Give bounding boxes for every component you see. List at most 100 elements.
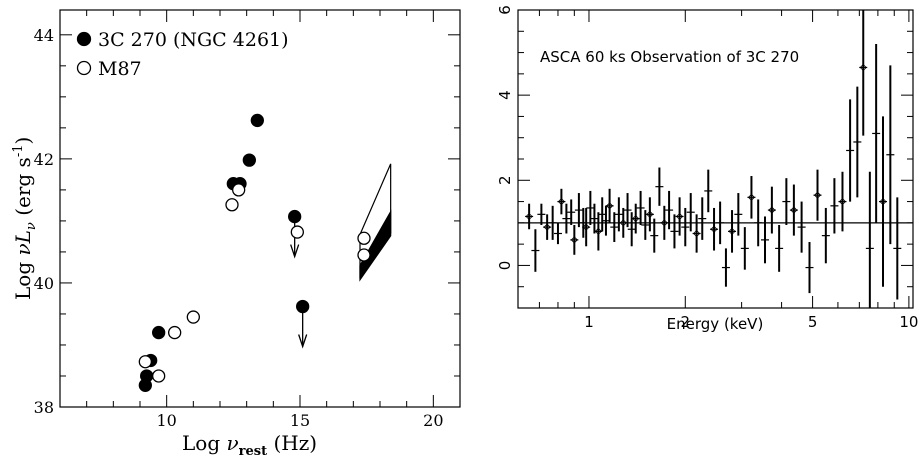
- spectrum-data-point: [623, 193, 632, 228]
- spectrum-data-point: [797, 201, 806, 253]
- sed-panel: 10 15 20 38 40 42 44 3C 270 (NGC 4261) M87 Log…: [11, 9, 461, 459]
- spectrum-data-point: [747, 176, 756, 219]
- spectrum-data-point: [698, 197, 707, 240]
- sed-x-tick-label: 20: [423, 411, 443, 430]
- spectrum-point-marker: [582, 223, 590, 231]
- sed-x-tick-label: 15: [290, 411, 310, 430]
- spectrum-data-point: [734, 193, 743, 236]
- spectrum-data-point: [686, 193, 695, 232]
- sed-point-m87: [357, 231, 371, 245]
- spectrum-point-marker: [676, 212, 684, 221]
- sed-point-3c270: [288, 209, 302, 224]
- legend-label-3c270: 3C 270 (NGC 4261): [98, 29, 289, 51]
- sed-xlabel-unit: (Hz): [267, 431, 317, 455]
- spectrum-data-point: [655, 167, 664, 206]
- spectrum-x-tick-label: 10: [899, 313, 918, 331]
- spectrum-tick-marks: [517, 9, 913, 309]
- spectrum-point-marker: [813, 191, 822, 199]
- sed-ylabel-subscript: ν: [24, 222, 39, 230]
- spectrum-data-point: [728, 210, 737, 253]
- spectrum-point-marker: [768, 206, 776, 214]
- sed-point-m87: [186, 310, 200, 324]
- legend-label-m87: M87: [98, 58, 142, 80]
- sed-upper-limit-arrowhead: [290, 244, 300, 259]
- spectrum-point-marker: [525, 212, 533, 221]
- spectrum-data-point: [721, 248, 730, 287]
- spectrum-point-marker: [838, 198, 847, 206]
- sed-legend: 3C 270 (NGC 4261) M87: [76, 29, 289, 80]
- spectrum-data-point: [574, 193, 583, 228]
- spectrum-data-point: [537, 203, 546, 225]
- spectrum-x-axis-label: Energy (keV): [667, 315, 764, 333]
- spectrum-data-point: [710, 207, 719, 251]
- sed-point-3c270: [242, 153, 256, 167]
- spectrum-data-point: [865, 171, 874, 308]
- spectrum-data-point: [670, 214, 679, 249]
- spectrum-data-point: [782, 178, 791, 225]
- sed-ylabel-symbol: νL: [11, 230, 35, 255]
- sed-x-tick-label: 10: [156, 411, 176, 430]
- sed-xlabel-subscript: rest: [239, 444, 267, 459]
- spectrum-data-point: [704, 169, 713, 213]
- sed-point-m87: [152, 369, 166, 383]
- spectrum-data-point: [631, 203, 640, 234]
- sed-ylabel-unit: (erg s: [11, 157, 35, 222]
- sed-point-3c270: [140, 369, 154, 383]
- spectrum-point-marker: [859, 63, 867, 72]
- spectrum-data-point: [590, 203, 599, 234]
- spectrum-point-marker: [693, 229, 701, 238]
- spectrum-data-point: [665, 190, 674, 230]
- spectrum-data-point: [627, 212, 636, 247]
- sed-point-m87: [357, 248, 371, 262]
- sed-ylabel-main: Log: [11, 256, 35, 300]
- spectrum-point-marker: [543, 223, 551, 231]
- spectrum-data-point: [543, 214, 552, 240]
- spectrum-x-tick-label: 5: [808, 313, 818, 331]
- spectrum-point-marker: [660, 219, 668, 227]
- spectrum-data-point: [619, 207, 628, 238]
- spectrum-data-point: [605, 188, 614, 223]
- sed-point-m87: [290, 225, 304, 239]
- spectrum-data-point: [531, 229, 540, 272]
- spectrum-data-point: [821, 207, 830, 264]
- spectrum-data-point: [660, 205, 669, 240]
- spectrum-data-point: [886, 65, 895, 245]
- spectrum-data-point: [594, 212, 603, 251]
- spectrum-data-point: [789, 184, 798, 236]
- legend-open-circle-marker: [76, 60, 92, 76]
- spectrum-tick-labels: 1 2 5 10 0 2 4 6: [496, 5, 918, 331]
- spectrum-point-marker: [594, 227, 602, 235]
- spectrum-data-point: [525, 203, 534, 230]
- spectrum-data-point: [830, 178, 839, 234]
- sed-point-3c270: [152, 325, 166, 340]
- spectrum-point-marker: [619, 219, 627, 227]
- spectrum-data-point: [582, 207, 591, 247]
- spectrum-point-marker: [790, 206, 798, 214]
- sed-ylabel-superscript: -1: [11, 145, 26, 158]
- spectrum-point-marker: [646, 210, 654, 218]
- spectrum-point-marker: [606, 202, 614, 210]
- spectrum-data-point: [740, 227, 749, 270]
- spectrum-y-tick-label: 0: [496, 261, 514, 271]
- spectrum-data-points: [525, 10, 902, 308]
- spectrum-panel: 1 2 5 10 0 2 4 6 ASCA 60 ks Observation of 3C 2…: [496, 5, 918, 333]
- sed-y-tick-label: 38: [34, 398, 54, 417]
- spectrum-data-point: [548, 205, 557, 240]
- spectrum-point-marker: [632, 215, 640, 223]
- sed-data-points: [138, 113, 371, 392]
- spectrum-data-point: [681, 207, 690, 247]
- spectrum-data-point: [754, 199, 763, 247]
- spectrum-data-point: [675, 197, 684, 236]
- sed-point-m87: [168, 325, 182, 340]
- spectrum-data-point: [761, 216, 770, 264]
- spectrum-data-point: [567, 199, 576, 225]
- sed-y-axis-label: Log νLν (erg s-1): [11, 137, 39, 300]
- spectrum-title: ASCA 60 ks Observation of 3C 270: [540, 48, 799, 66]
- spectrum-data-point: [586, 190, 595, 225]
- sed-upper-limit-arrowhead: [298, 334, 308, 349]
- spectrum-data-point: [641, 210, 650, 240]
- spectrum-data-point: [557, 188, 566, 215]
- spectrum-data-point: [645, 197, 654, 232]
- spectrum-point-marker: [570, 236, 578, 244]
